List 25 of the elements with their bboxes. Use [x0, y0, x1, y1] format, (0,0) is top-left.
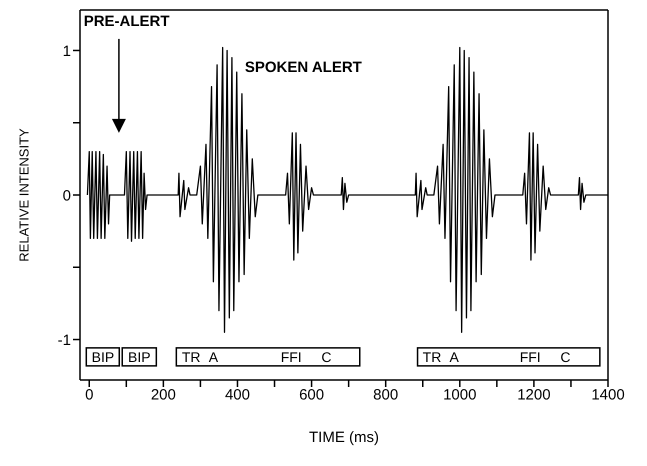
annotation: PRE-ALERT	[84, 12, 170, 30]
annotation: C	[321, 348, 332, 365]
x-tick-label: 0	[85, 386, 94, 404]
x-tick-label: 1200	[517, 386, 551, 404]
annotation: FFI	[520, 348, 541, 365]
x-tick-label: 800	[373, 386, 398, 404]
annotation: TR	[422, 348, 442, 365]
x-tick-label: 400	[224, 386, 250, 404]
y-tick-label: 0	[62, 187, 71, 204]
annotation: FFI	[280, 348, 302, 365]
y-tick-label: -1	[58, 332, 71, 349]
y-axis-title: RELATIVE INTENSITY	[16, 128, 32, 262]
x-tick-label: 1400	[591, 386, 625, 404]
annotation: A	[450, 348, 460, 365]
y-tick-label: 1	[62, 42, 71, 60]
annotation: A	[208, 348, 219, 365]
annotation: C	[560, 348, 570, 365]
annotation: SPOKEN ALERT	[244, 59, 362, 76]
annotation: BIP	[92, 348, 114, 365]
annotation: BIP	[128, 348, 151, 365]
x-tick-label: 1000	[443, 386, 476, 404]
x-tick-label: 200	[150, 386, 176, 404]
x-tick-label: 600	[299, 386, 324, 404]
x-axis-title: TIME (ms)	[309, 429, 379, 446]
annotation: TR	[182, 348, 200, 365]
